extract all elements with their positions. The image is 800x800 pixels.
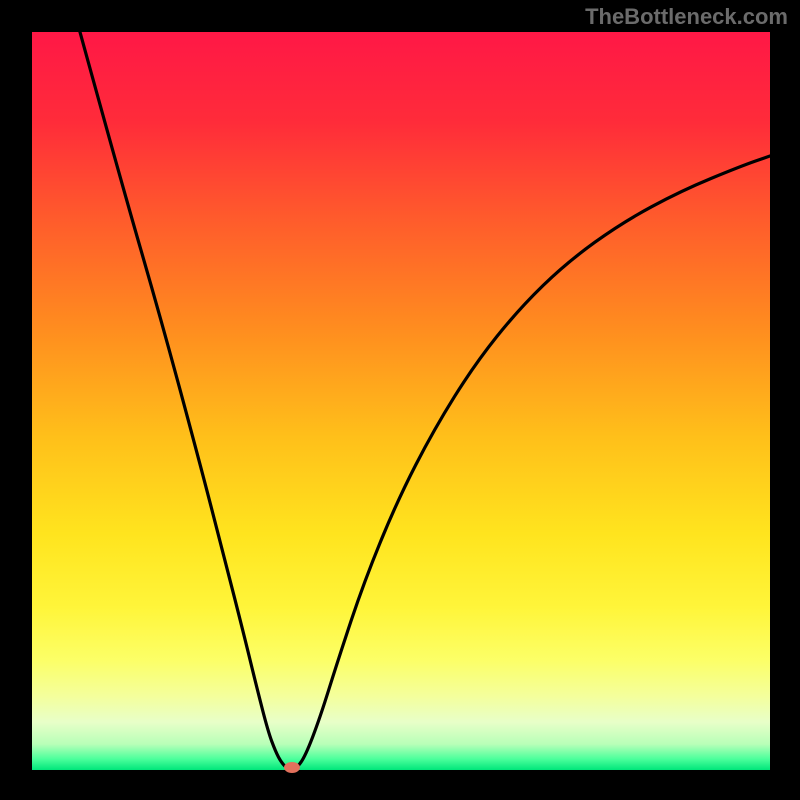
bottleneck-curve bbox=[32, 32, 770, 770]
optimum-marker bbox=[284, 762, 300, 773]
watermark-text: TheBottleneck.com bbox=[585, 4, 788, 30]
plot-area bbox=[32, 32, 770, 770]
